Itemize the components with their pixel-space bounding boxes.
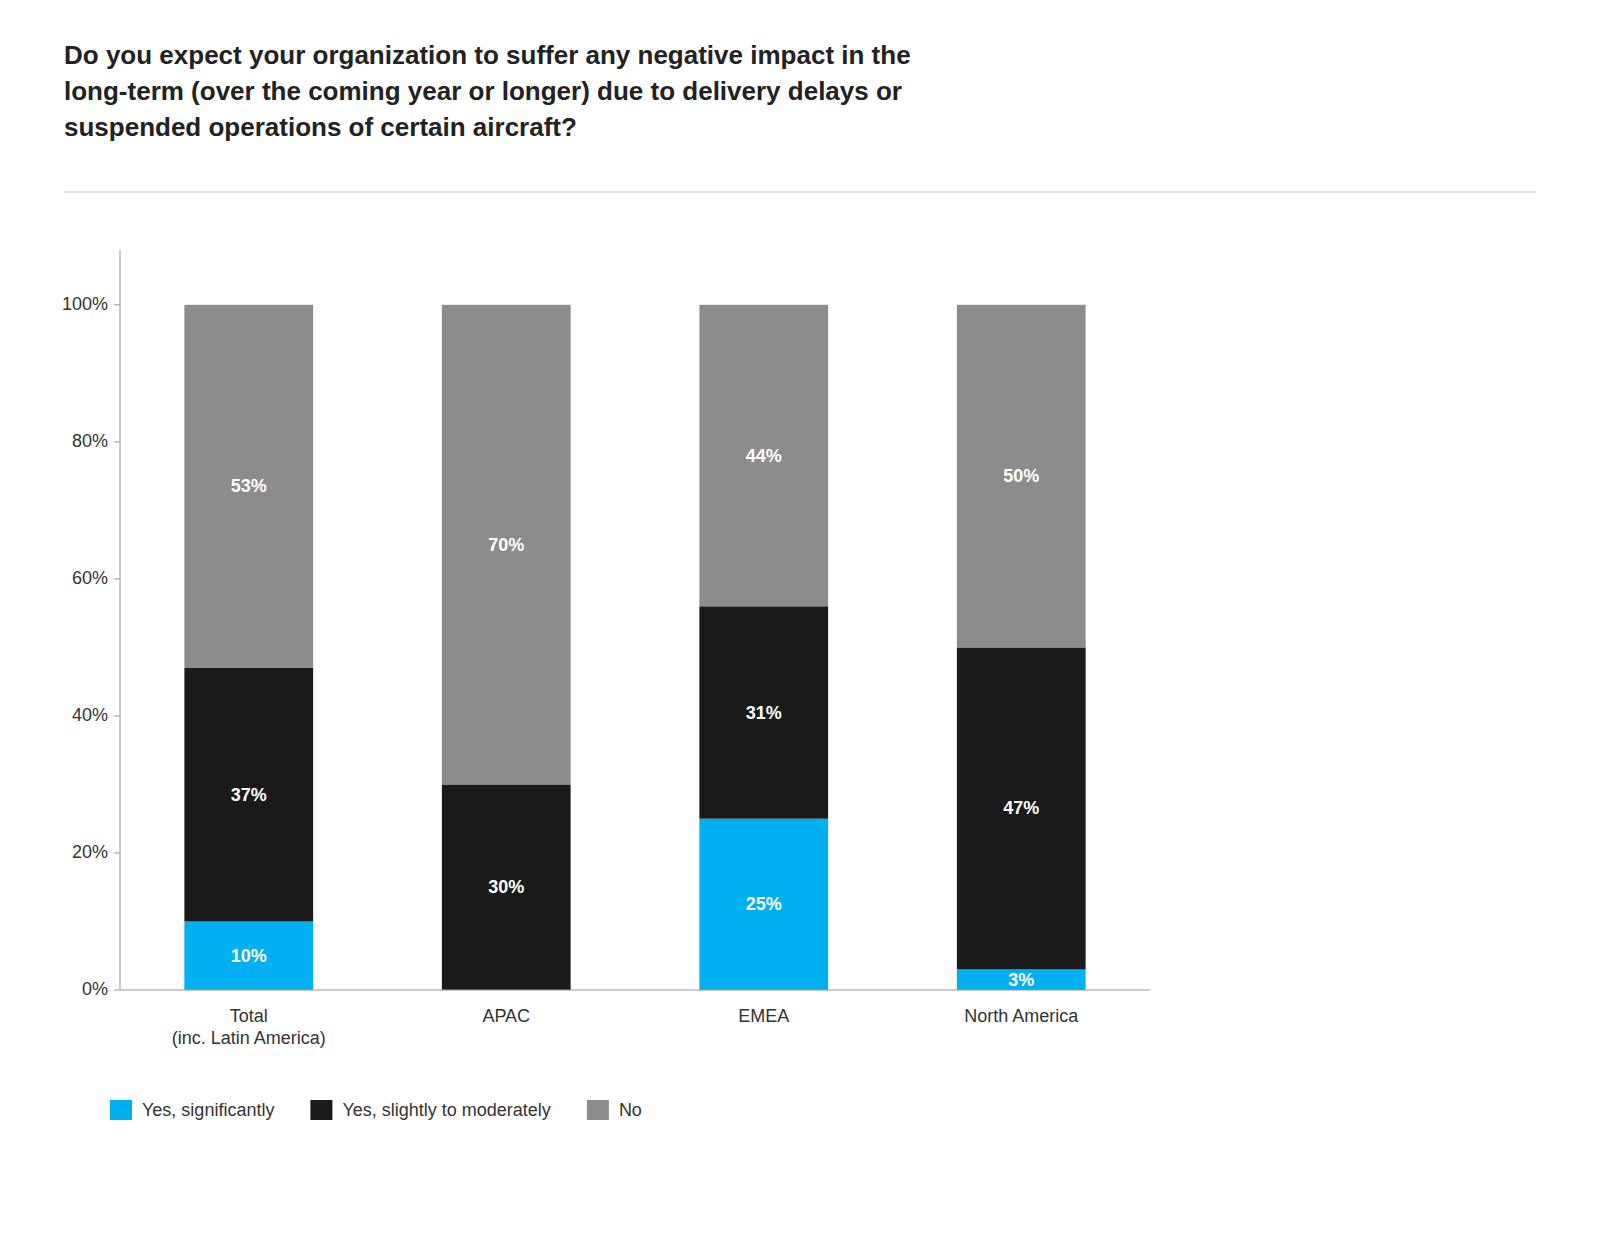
data-label: 37% <box>231 785 267 805</box>
legend: Yes, significantly Yes, slightly to moder… <box>110 1100 642 1120</box>
bar-segment <box>184 668 313 922</box>
bar-segment <box>699 819 828 990</box>
data-label: 25% <box>746 894 782 914</box>
y-tick-label: 80% <box>72 431 108 451</box>
bar-segment <box>957 969 1086 990</box>
bars <box>184 305 1085 990</box>
x-tick-label: Total(inc. Latin America) <box>172 1006 326 1048</box>
data-labels: 10% 25% 3% 37% 30% 31% 47% 53% 70% 44% 50% <box>231 446 1040 990</box>
data-label: 50% <box>1003 466 1039 486</box>
data-label: 10% <box>231 946 267 966</box>
legend-swatch <box>110 1100 132 1120</box>
data-label: 53% <box>231 476 267 496</box>
y-tick-label: 60% <box>72 568 108 588</box>
data-label: 3% <box>1008 970 1034 990</box>
y-tick <box>114 578 120 579</box>
text-line: (inc. Latin America) <box>172 1028 326 1048</box>
y-tick <box>114 441 120 442</box>
bar-segment <box>699 305 828 606</box>
y-tick <box>114 852 120 853</box>
text-line: Do you expect your organization to suffe… <box>64 40 911 70</box>
bar-segment <box>699 606 828 818</box>
text-line: suspended operations of certain aircraft… <box>64 112 577 142</box>
y-tick-label: 40% <box>72 705 108 725</box>
bar-segment <box>442 305 571 785</box>
x-axis-line <box>120 990 1150 991</box>
data-label: 30% <box>488 877 524 897</box>
legend-swatch <box>587 1100 609 1120</box>
y-tick <box>114 304 120 305</box>
data-label: 47% <box>1003 798 1039 818</box>
text-line: APAC <box>482 1006 530 1026</box>
legend-label: No <box>619 1100 642 1120</box>
y-axis-line <box>120 250 121 990</box>
chart: Do you expect your organization to suffe… <box>0 0 1600 1243</box>
title: Do you expect your organization to suffe… <box>64 40 911 142</box>
bar-segment <box>957 647 1086 969</box>
x-tick-label: North America <box>964 1006 1079 1026</box>
data-label: 44% <box>746 446 782 466</box>
y-tick <box>114 715 120 716</box>
bar-segment <box>957 305 1086 648</box>
data-label: 31% <box>746 703 782 723</box>
text-line: North America <box>964 1006 1079 1026</box>
x-tick-label: APAC <box>482 1006 530 1026</box>
bar-segment <box>184 921 313 990</box>
y-tick-label: 100% <box>62 294 108 314</box>
text-line: EMEA <box>738 1006 789 1026</box>
legend-swatch <box>310 1100 332 1120</box>
legend-label: Yes, significantly <box>142 1100 274 1120</box>
text-line: Total <box>230 1006 268 1026</box>
text-line: long-term (over the coming year or longe… <box>64 76 902 106</box>
y-tick <box>114 990 120 991</box>
y-tick-label: 0% <box>82 979 108 999</box>
y-tick-label: 20% <box>72 842 108 862</box>
bar-segment <box>184 305 313 668</box>
data-label: 70% <box>488 535 524 555</box>
separator <box>64 192 1536 193</box>
x-tick-label: EMEA <box>738 1006 789 1026</box>
bar-segment <box>442 784 571 990</box>
legend-label: Yes, slightly to moderately <box>342 1100 550 1120</box>
